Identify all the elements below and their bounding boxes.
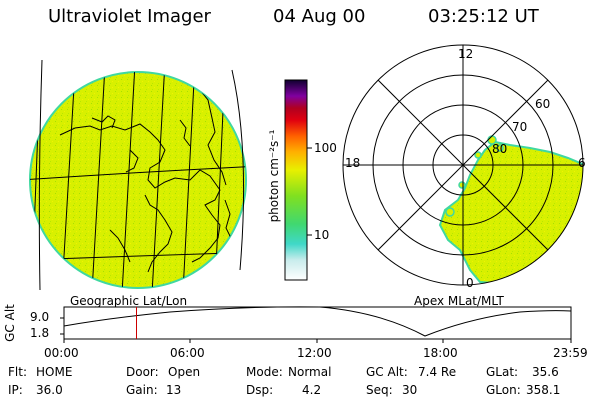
mode-value: Normal: [288, 365, 332, 379]
colorbar-tick-10: 10: [314, 228, 330, 242]
seq-value: 30: [402, 383, 418, 397]
glat-label: GLat:: [486, 365, 519, 379]
glon-label: GLon:: [486, 383, 521, 397]
mlt-label-12: 12: [458, 47, 474, 61]
polar-grid: [342, 44, 584, 286]
mode-label: Mode:: [246, 365, 283, 379]
altitude-ylabel: GC Alt: [3, 304, 17, 342]
gain-value: 13: [166, 383, 182, 397]
time-tick-2359: 23:59: [553, 346, 588, 360]
ip-value: 36.0: [36, 383, 63, 397]
mlat-label-80: 80: [492, 142, 508, 156]
mlat-label-60: 60: [535, 97, 551, 111]
colorbar: [284, 79, 312, 281]
instrument-title: Ultraviolet Imager: [48, 6, 211, 27]
mlat-label-70: 70: [512, 120, 528, 134]
time-tick-0600: 06:00: [170, 346, 205, 360]
seq-label: Seq:: [366, 383, 393, 397]
glon-value: 358.1: [526, 383, 561, 397]
apex-caption: Apex MLat/MLT: [414, 294, 504, 308]
door-value: Open: [168, 365, 201, 379]
altitude-plot: [60, 306, 572, 343]
time-tick-0000: 00:00: [44, 346, 79, 360]
glat-value: 35.6: [532, 365, 559, 379]
mlt-label-18: 18: [345, 156, 361, 170]
colorbar-gradient: [284, 79, 308, 281]
time-tick-1200: 12:00: [297, 346, 332, 360]
geographic-panel: [29, 59, 247, 291]
dsp-label: Dsp:: [246, 383, 274, 397]
altitude-curve: [63, 306, 572, 337]
mlt-label-6: 6: [578, 156, 586, 170]
ip-label: IP:: [8, 383, 23, 397]
time-label: 03:25:12 UT: [428, 6, 539, 27]
polar-panel: [342, 44, 584, 286]
altitude-frame: [63, 306, 572, 340]
time-tick-1800: 18:00: [423, 346, 458, 360]
altitude-tick-1-8: 1.8: [30, 326, 50, 340]
colorbar-tick-100: 100: [314, 141, 337, 155]
gcalt-value: 7.4 Re: [418, 365, 457, 379]
gcalt-label: GC Alt:: [366, 365, 408, 379]
date-label: 04 Aug 00: [273, 6, 366, 27]
colorbar-unit: photon cm⁻²s⁻¹: [267, 129, 281, 223]
flt-label: Flt:: [8, 365, 27, 379]
flt-value: HOME: [36, 365, 73, 379]
dsp-value: 4.2: [302, 383, 322, 397]
altitude-tick-9: 9.0: [30, 310, 50, 324]
geographic-caption: Geographic Lat/Lon: [70, 294, 188, 308]
gain-label: Gain:: [126, 383, 158, 397]
mlt-label-0: 0: [466, 276, 474, 290]
door-label: Door:: [126, 365, 159, 379]
